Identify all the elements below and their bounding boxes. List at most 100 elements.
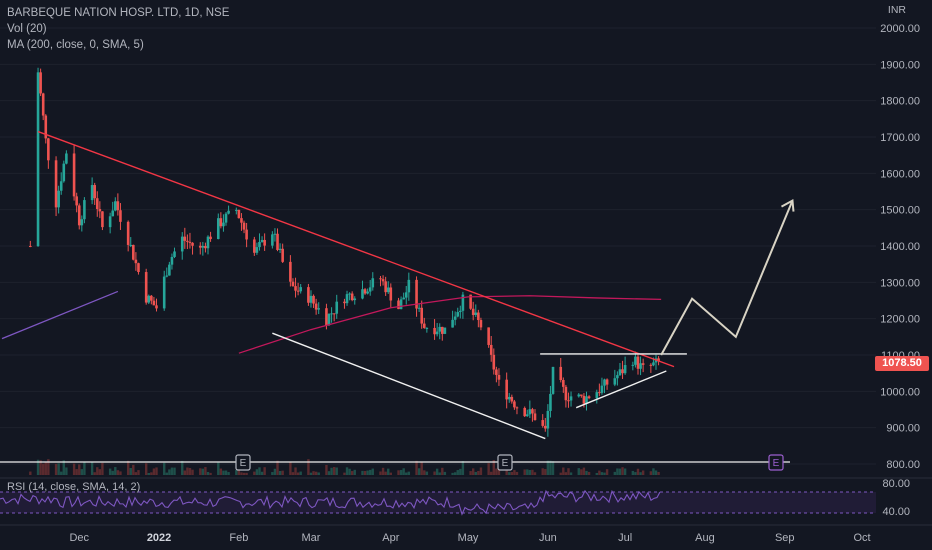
candle-body [183, 236, 187, 241]
earnings-marker [768, 454, 784, 471]
candle-body [253, 239, 256, 253]
volume-bar [219, 468, 223, 475]
candle-body [603, 379, 606, 386]
candle-body [631, 364, 635, 366]
candle-body [415, 279, 418, 309]
candle-body [325, 308, 328, 326]
candle-body [386, 287, 390, 293]
candle-body [165, 275, 169, 277]
candle-body [263, 239, 266, 246]
candle-body [652, 362, 655, 366]
candle-body [543, 425, 547, 429]
candle-body [317, 308, 321, 310]
x-axis-tick-label: May [458, 532, 479, 544]
volume-bar [477, 470, 480, 475]
candle-body [389, 287, 393, 301]
volume-bar [631, 470, 635, 475]
candle-body [420, 307, 424, 324]
volume-bar [62, 460, 65, 475]
candle-body [59, 181, 63, 191]
candle-body [198, 245, 202, 248]
volume-bar [549, 460, 552, 475]
candle-body [180, 236, 184, 252]
x-axis-tick-label: Apr [382, 532, 399, 544]
volume-bar [36, 459, 40, 475]
volume-bar [245, 472, 248, 475]
candle-body [523, 407, 526, 417]
candle-body [119, 210, 122, 222]
volume-bar [129, 468, 132, 475]
candle-body [95, 198, 99, 210]
candle-body [616, 375, 619, 379]
candle-body [425, 327, 429, 329]
volume-bar [533, 472, 537, 475]
volume-bar [595, 472, 598, 475]
candle-body [371, 278, 375, 288]
y-axis-tick-label: 2000.00 [880, 23, 920, 35]
candle-body [240, 218, 243, 223]
candle-body [461, 294, 465, 311]
y-axis-tick-label: 1000.00 [880, 386, 920, 398]
volume-bar [616, 468, 619, 475]
candle-body [77, 205, 81, 226]
candle-body [296, 290, 300, 292]
candle-body [422, 323, 426, 328]
volume-bar [255, 469, 259, 475]
candle-body [39, 72, 42, 94]
candle-body [469, 294, 472, 309]
volume-bar [438, 472, 441, 475]
candle-body [456, 312, 460, 317]
candle-body [83, 200, 86, 220]
volume-bar [546, 460, 550, 475]
volume-bar [317, 472, 320, 475]
volume-bar [531, 469, 534, 475]
volume-bar [389, 472, 393, 475]
price-projection-path [660, 200, 794, 356]
candle-body [551, 366, 555, 394]
volume-bar [562, 467, 565, 475]
x-axis-tick-label: Oct [853, 532, 870, 544]
candle-body [242, 222, 246, 230]
candle-body [314, 303, 318, 310]
volume-bar [114, 467, 117, 475]
volume-bar [235, 469, 238, 475]
volume-bar [281, 470, 284, 475]
volume-bar [227, 472, 230, 475]
volume-bar [551, 461, 555, 475]
volume-bar [523, 469, 526, 475]
candle-body [258, 241, 261, 248]
candle-body [188, 241, 192, 243]
volume-bar [41, 463, 45, 475]
candle-body [348, 293, 351, 295]
candle-body [438, 326, 442, 332]
volume-bar [206, 471, 210, 475]
candle-body [404, 292, 408, 298]
candle-body [201, 245, 205, 248]
candle-body [567, 400, 570, 402]
rsi-tick-label: 80.00 [882, 478, 910, 490]
candle-body [62, 163, 66, 182]
candle-body [366, 291, 369, 294]
candle-body [227, 210, 230, 214]
volume-bar [199, 468, 202, 475]
moving-average-line [238, 295, 662, 354]
earnings-marker-label: E [240, 458, 247, 469]
volume-bar [191, 469, 194, 475]
volume-bar [263, 467, 266, 475]
volume-bar [420, 461, 423, 475]
volume-bar [204, 467, 207, 475]
volume-bar [618, 468, 622, 475]
volume-bar [443, 471, 447, 475]
volume-bar [636, 468, 640, 475]
volume-bar [544, 469, 547, 475]
volume-bar [170, 467, 174, 475]
candle-body [72, 153, 76, 197]
candle-body [219, 218, 223, 227]
candle-body [144, 272, 148, 303]
candle-body [294, 286, 297, 291]
candle-body [417, 307, 421, 309]
earnings-marker [235, 454, 251, 471]
candle-body [384, 281, 387, 293]
y-axis-tick-label: 1600.00 [880, 168, 920, 180]
